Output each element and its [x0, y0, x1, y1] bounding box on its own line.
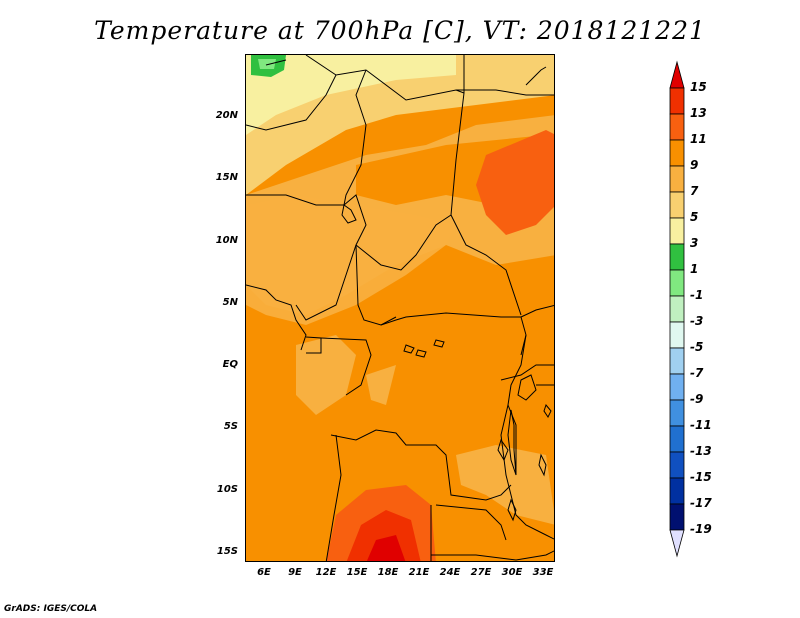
colorbar — [669, 60, 685, 558]
colorbar-segment — [669, 191, 685, 219]
lakes — [341, 204, 552, 522]
colorbar-tick-label: 3 — [690, 236, 699, 250]
colorbar-segment — [669, 87, 685, 115]
temperature-map — [245, 54, 555, 562]
colorbar-tick-label: -5 — [690, 340, 704, 354]
lon-label-30e: 30E — [501, 567, 523, 578]
colorbar-tick-label: -19 — [690, 522, 712, 536]
colorbar-segment — [669, 139, 685, 167]
lat-label-eq: EQ — [222, 359, 238, 370]
lat-label-10s: 10S — [216, 484, 238, 495]
colorbar-tick-label: -1 — [690, 288, 704, 302]
grads-credit: GrADS: IGES/COLA — [4, 604, 98, 614]
colorbar-segment — [669, 269, 685, 297]
lat-label-10n: 10N — [215, 235, 238, 246]
colorbar-segment — [669, 165, 685, 193]
colorbar-tick-label: -13 — [690, 444, 712, 458]
colorbar-tick-label: -11 — [690, 418, 712, 432]
colorbar-segment — [669, 399, 685, 427]
colorbar-tick-label: 7 — [690, 184, 699, 198]
contour-7to9-congo — [366, 365, 396, 405]
colorbar-tick-label: 9 — [690, 158, 699, 172]
lat-label-20n: 20N — [215, 110, 238, 121]
colorbar-segment — [669, 347, 685, 375]
lon-label-18e: 18E — [377, 567, 399, 578]
colorbar-tick-label: -15 — [690, 470, 712, 484]
colorbar-segment — [669, 503, 685, 531]
colorbar-segment — [669, 451, 685, 479]
colorbar-top-arrow — [669, 60, 685, 89]
contour-minus1to1-patch — [258, 59, 276, 69]
lat-label-5s: 5S — [223, 421, 238, 432]
colorbar-segment — [669, 243, 685, 271]
colorbar-tick-label: 15 — [690, 80, 707, 94]
colorbar-tick-label: -7 — [690, 366, 704, 380]
lon-label-24e: 24E — [439, 567, 461, 578]
colorbar-segment — [669, 477, 685, 505]
lon-label-21e: 21E — [408, 567, 430, 578]
lon-label-9e: 9E — [288, 567, 302, 578]
colorbar-tick-label: -17 — [690, 496, 712, 510]
lon-label-27e: 27E — [470, 567, 492, 578]
coastline-red-sea — [525, 66, 547, 86]
lon-label-15e: 15E — [346, 567, 368, 578]
lon-label-33e: 33E — [532, 567, 554, 578]
contour-3to5-north — [246, 55, 456, 135]
colorbar-tick-label: 5 — [690, 210, 699, 224]
lat-label-15n: 15N — [215, 172, 238, 183]
colorbar-segment — [669, 321, 685, 349]
colorbar-segment — [669, 217, 685, 245]
colorbar-tick-label: 11 — [690, 132, 707, 146]
colorbar-tick-label: 1 — [690, 262, 699, 276]
colorbar-segment — [669, 113, 685, 141]
contour-11to13-northeast — [476, 130, 554, 235]
colorbar-segment — [669, 373, 685, 401]
contour-15plus-south — [366, 535, 406, 561]
lon-label-6e: 6E — [257, 567, 271, 578]
country-borders — [246, 55, 554, 561]
colorbar-segment — [669, 425, 685, 453]
colorbar-tick-label: 13 — [690, 106, 707, 120]
contour-7to9-gabon — [296, 335, 356, 415]
colorbar-tick-label: -3 — [690, 314, 704, 328]
lat-label-15s: 15S — [216, 546, 238, 557]
lon-label-12e: 12E — [315, 567, 337, 578]
colorbar-segment — [669, 295, 685, 323]
colorbar-tick-label: -9 — [690, 392, 704, 406]
contour-7to9-southeast — [456, 445, 554, 525]
map-title: Temperature at 700hPa [C], VT: 201812122… — [94, 16, 706, 45]
colorbar-bottom-arrow — [669, 529, 685, 558]
contour-13to15-south — [346, 510, 421, 561]
lat-label-5n: 5N — [222, 297, 238, 308]
